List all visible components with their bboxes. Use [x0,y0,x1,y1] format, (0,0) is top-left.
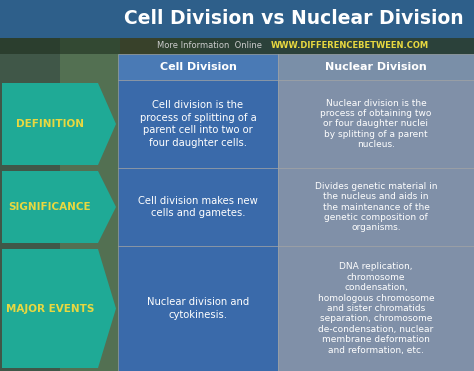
Text: Cell division is the
process of splitting of a
parent cell into two or
four daug: Cell division is the process of splittin… [140,100,256,148]
Text: Nuclear division and
cytokinesis.: Nuclear division and cytokinesis. [147,297,249,320]
Text: Cell division makes new
cells and gametes.: Cell division makes new cells and gamete… [138,196,258,219]
FancyBboxPatch shape [60,0,120,371]
Text: DNA replication,
chromosome
condensation,
homologous chromosome
and sister chrom: DNA replication, chromosome condensation… [318,262,434,355]
FancyBboxPatch shape [200,0,240,371]
FancyBboxPatch shape [278,246,474,371]
Text: WWW.DIFFERENCEBETWEEN.COM: WWW.DIFFERENCEBETWEEN.COM [271,42,429,50]
FancyBboxPatch shape [118,168,278,246]
FancyBboxPatch shape [118,80,278,168]
Text: DEFINITION: DEFINITION [16,119,84,129]
FancyBboxPatch shape [160,0,200,371]
FancyBboxPatch shape [0,0,474,38]
Text: Nuclear Division: Nuclear Division [325,62,427,72]
FancyBboxPatch shape [118,54,278,80]
Text: Cell Division vs Nuclear Division: Cell Division vs Nuclear Division [124,10,464,29]
Text: Divides genetic material in
the nucleus and aids in
the maintenance of the
genet: Divides genetic material in the nucleus … [315,182,437,232]
Text: SIGNIFICANCE: SIGNIFICANCE [9,202,91,212]
Text: More Information  Online: More Information Online [157,42,263,50]
FancyBboxPatch shape [278,168,474,246]
Text: Nuclear division is the
process of obtaining two
or four daughter nuclei
by spli: Nuclear division is the process of obtai… [320,99,432,149]
Text: MAJOR EVENTS: MAJOR EVENTS [6,303,94,313]
FancyBboxPatch shape [278,54,474,80]
FancyBboxPatch shape [0,0,60,371]
Polygon shape [2,249,116,368]
Polygon shape [2,171,116,243]
FancyBboxPatch shape [240,0,474,371]
FancyBboxPatch shape [120,0,160,371]
Text: Cell Division: Cell Division [160,62,237,72]
FancyBboxPatch shape [0,38,474,54]
Polygon shape [2,83,116,165]
FancyBboxPatch shape [278,80,474,168]
FancyBboxPatch shape [118,246,278,371]
